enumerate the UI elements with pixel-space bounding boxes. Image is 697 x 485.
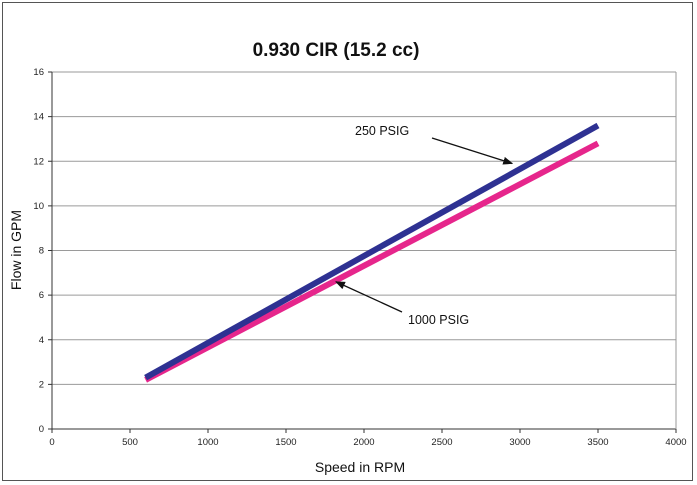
x-tick-label-2000: 2000 bbox=[353, 437, 374, 448]
y-tick-label-8: 8 bbox=[39, 246, 44, 257]
tick-labels: 0 2 4 6 8 10 12 14 16 0 500 1000 1500 2000 2500 3000 350… bbox=[33, 67, 686, 448]
series-line-250-psig bbox=[144, 122, 600, 381]
annotation-arrow-1000-psig bbox=[335, 281, 403, 313]
annotation-250-psig: 250 PSIG bbox=[355, 124, 409, 138]
x-tick-label-4000: 4000 bbox=[665, 437, 686, 448]
y-tick-label-14: 14 bbox=[33, 112, 44, 123]
x-tick-label-3000: 3000 bbox=[509, 437, 530, 448]
series-line-1000-psig bbox=[144, 140, 600, 383]
y-tick-label-0: 0 bbox=[39, 424, 44, 435]
axes bbox=[48, 71, 677, 433]
x-tick-label-2500: 2500 bbox=[431, 437, 452, 448]
chart-title: 0.930 CIR (15.2 cc) bbox=[253, 40, 420, 61]
y-tick-label-10: 10 bbox=[33, 201, 44, 212]
y-tick-label-4: 4 bbox=[39, 335, 44, 346]
y-tick-label-16: 16 bbox=[33, 67, 44, 78]
series-lines bbox=[144, 122, 600, 383]
y-tick-label-2: 2 bbox=[39, 379, 44, 390]
y-axis-label: Flow in GPM bbox=[8, 210, 24, 290]
x-axis-label: Speed in RPM bbox=[315, 459, 405, 475]
chart-frame bbox=[2, 2, 693, 481]
y-tick-label-6: 6 bbox=[39, 290, 44, 301]
x-tick-label-0: 0 bbox=[49, 437, 54, 448]
annotations: 250 PSIG 1000 PSIG bbox=[335, 124, 514, 327]
x-tick-label-1000: 1000 bbox=[197, 437, 218, 448]
gridlines bbox=[52, 71, 676, 385]
x-tick-label-3500: 3500 bbox=[587, 437, 608, 448]
x-tick-label-500: 500 bbox=[122, 437, 138, 448]
annotation-arrow-250-psig bbox=[431, 137, 514, 165]
x-tick-label-1500: 1500 bbox=[275, 437, 296, 448]
y-tick-label-12: 12 bbox=[33, 156, 44, 167]
annotation-1000-psig: 1000 PSIG bbox=[408, 313, 469, 327]
